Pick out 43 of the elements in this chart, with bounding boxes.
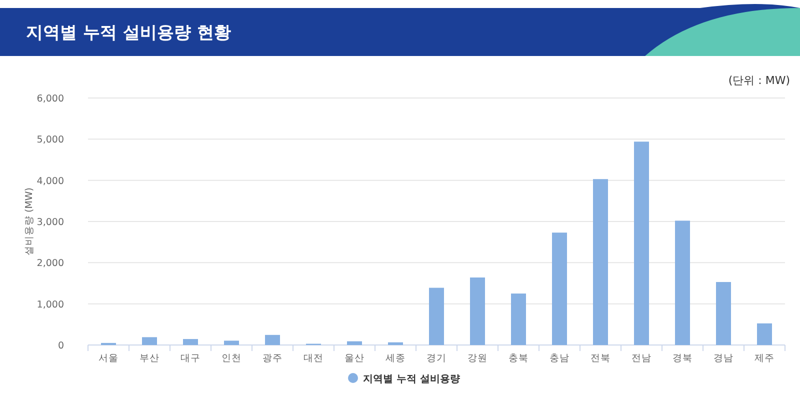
x-tick-label: 광주 [262,353,282,364]
x-tick-label: 울산 [344,353,364,364]
x-tick-label: 충남 [550,353,570,364]
bar [716,282,731,345]
bar [224,340,239,345]
x-tick-label: 부산 [140,353,160,364]
x-tick-label: 대구 [180,353,200,364]
y-tick-label: 0 [58,340,64,352]
x-tick-label: 제주 [754,353,774,364]
bar [470,277,485,345]
text: (단위 : MW) [728,74,790,87]
y-tick-label: 1,000 [36,299,64,310]
bar [429,288,444,345]
bar [265,334,280,345]
x-tick-label: 전남 [632,353,652,364]
bar [593,179,608,345]
bar [552,232,567,345]
bar [183,339,198,345]
x-tick-label: 경북 [672,353,692,364]
x-tick-label: 전북 [590,353,610,364]
x-tick-label: 대전 [304,353,324,364]
x-tick-label: 충북 [508,353,528,364]
x-tick-label: 경기 [426,353,446,364]
x-tick-label: 인천 [222,353,242,364]
y-tick-label: 4,000 [36,176,64,187]
bar [511,294,526,345]
bar [388,342,403,345]
y-tick-label: 6,000 [36,94,64,104]
bar [757,323,772,345]
bar [347,341,362,345]
y-tick-label: 5,000 [36,134,64,146]
bar [675,220,690,345]
y-tick-label: 3,000 [36,217,64,228]
chart-title: 지역별 누적 설비용량 현황 [26,23,231,43]
bar [634,142,649,345]
x-tick-label: 강원 [468,353,488,364]
bar [142,337,157,345]
x-tick-label: 세종 [386,353,406,364]
x-tick-label: 경남 [714,353,734,364]
legend-label: 지역별 누적 설비용량 [363,374,460,385]
x-tick-label: 서울 [98,353,118,364]
y-axis-title: 설비용량 (MW) [24,187,35,256]
y-tick-label: 2,000 [36,258,64,270]
